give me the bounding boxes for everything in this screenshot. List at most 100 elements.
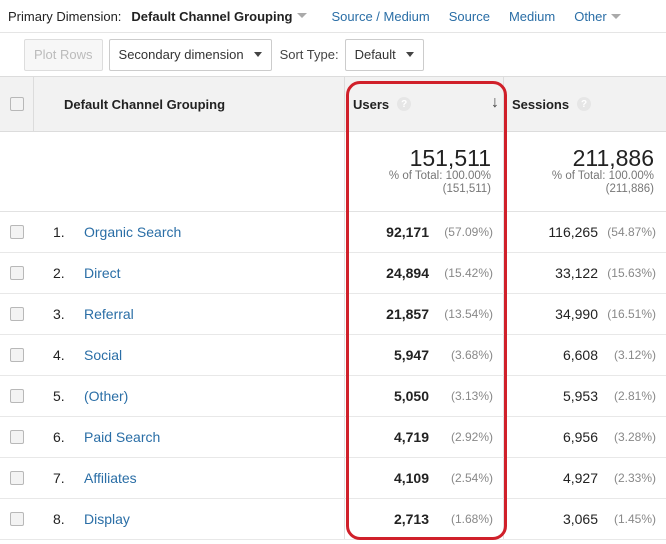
header-sessions-label: Sessions (512, 96, 570, 112)
row-sessions: 4,927 (2.33%) (504, 458, 666, 498)
row-sessions-value: 6,956 (562, 429, 598, 445)
primary-dimension-label: Primary Dimension: (8, 8, 122, 24)
table-row: 4. Social 5,947 (3.68%) 6,608 (3.12%) (0, 335, 666, 376)
row-sessions: 33,122 (15.63%) (504, 253, 666, 293)
totals-users-value: 151,511 (409, 145, 491, 171)
primary-dimension-selected[interactable]: Default Channel Grouping (131, 8, 293, 24)
row-channel-link[interactable]: Direct (68, 253, 345, 293)
chevron-down-icon (405, 52, 414, 57)
row-sessions-value: 33,122 (555, 265, 598, 281)
chevron-down-icon[interactable] (297, 12, 308, 18)
row-users-pct: (3.13%) (450, 389, 493, 403)
row-sessions-pct: (2.81%) (613, 389, 656, 403)
row-users-pct: (2.92%) (450, 430, 493, 444)
sort-type-dropdown[interactable]: Default (344, 38, 424, 71)
row-checkbox[interactable] (10, 471, 24, 485)
row-channel-link[interactable]: (Other) (68, 376, 345, 416)
totals-sessions-abs: (211,886) (605, 183, 654, 195)
row-users-value: 5,050 (393, 388, 429, 404)
row-sessions-pct: (1.45%) (613, 512, 656, 526)
row-checkbox[interactable] (10, 225, 24, 239)
row-sessions: 6,956 (3.28%) (504, 417, 666, 457)
row-index: 3. (53, 306, 65, 322)
table-toolbar: Plot Rows Secondary dimension Sort Type:… (0, 32, 666, 76)
row-channel-link[interactable]: Referral (68, 294, 345, 334)
table-row: 8. Display 2,713 (1.68%) 3,065 (1.45%) (0, 499, 666, 540)
row-checkbox-cell (0, 458, 34, 498)
row-users: 4,109 (2.54%) (345, 458, 504, 498)
row-sessions: 3,065 (1.45%) (504, 499, 666, 539)
row-users-value: 92,171 (386, 224, 429, 240)
row-users: 2,713 (1.68%) (345, 499, 504, 539)
select-all-cell (0, 77, 34, 131)
help-icon[interactable]: ? (577, 97, 592, 111)
row-sessions-pct: (3.12%) (613, 348, 656, 362)
row-sessions: 116,265 (54.87%) (504, 212, 666, 252)
totals-users: 151,511 % of Total: 100.00% (151,511) (345, 132, 504, 211)
primary-dimension-bar: Primary Dimension: Default Channel Group… (0, 0, 666, 32)
row-users-value: 2,713 (393, 511, 429, 527)
row-users-value: 4,719 (393, 429, 429, 445)
data-table: Default Channel Grouping Users ? ↓ Sessi… (0, 76, 666, 540)
totals-sessions: 211,886 % of Total: 100.00% (211,886) (504, 132, 666, 211)
row-index: 7. (53, 470, 65, 486)
row-sessions-value: 3,065 (562, 511, 598, 527)
row-channel-link[interactable]: Social (68, 335, 345, 375)
row-checkbox-cell (0, 253, 34, 293)
table-row: 6. Paid Search 4,719 (2.92%) 6,956 (3.28%) (0, 417, 666, 458)
table-header: Default Channel Grouping Users ? ↓ Sessi… (0, 76, 666, 132)
table-row: 7. Affiliates 4,109 (2.54%) 4,927 (2.33%) (0, 458, 666, 499)
row-users-value: 5,947 (393, 347, 429, 363)
row-users: 4,719 (2.92%) (345, 417, 504, 457)
row-index: 8. (53, 511, 65, 527)
dimension-option-source-medium[interactable]: Source / Medium (331, 8, 430, 24)
sort-type-label: Sort Type: (279, 47, 339, 62)
chevron-down-icon (253, 52, 262, 57)
dimension-option-source[interactable]: Source (448, 8, 490, 24)
row-users-value: 4,109 (393, 470, 429, 486)
row-users: 24,894 (15.42%) (345, 253, 504, 293)
row-checkbox[interactable] (10, 307, 24, 321)
totals-blank (0, 132, 345, 211)
header-users[interactable]: Users ? ↓ (345, 77, 504, 131)
table-row: 3. Referral 21,857 (13.54%) 34,990 (16.51%) (0, 294, 666, 335)
row-users-pct: (3.68%) (450, 348, 493, 362)
row-sessions-value: 34,990 (555, 306, 598, 322)
row-channel-link[interactable]: Display (68, 499, 345, 539)
row-sessions-pct: (3.28%) (613, 430, 656, 444)
select-all-checkbox[interactable] (9, 97, 24, 111)
row-users: 92,171 (57.09%) (345, 212, 504, 252)
row-sessions: 6,608 (3.12%) (504, 335, 666, 375)
row-checkbox-cell (0, 499, 34, 539)
row-sessions-value: 116,265 (548, 224, 598, 240)
dimension-option-medium[interactable]: Medium (508, 8, 556, 24)
row-checkbox-cell (0, 335, 34, 375)
row-checkbox[interactable] (10, 430, 24, 444)
row-users: 5,050 (3.13%) (345, 376, 504, 416)
row-index: 5. (53, 388, 65, 404)
row-sessions: 34,990 (16.51%) (504, 294, 666, 334)
header-sessions[interactable]: Sessions ? (504, 77, 666, 131)
row-checkbox[interactable] (10, 266, 24, 280)
plot-rows-button[interactable]: Plot Rows (24, 38, 103, 71)
row-sessions-pct: (16.51%) (607, 307, 656, 321)
row-checkbox[interactable] (10, 348, 24, 362)
row-checkbox-cell (0, 417, 34, 457)
header-users-label: Users (353, 96, 390, 112)
table-row: 1. Organic Search 92,171 (57.09%) 116,265 (54… (0, 212, 666, 253)
sort-descending-icon[interactable]: ↓ (491, 94, 499, 111)
row-users-pct: (57.09%) (444, 225, 493, 239)
row-checkbox[interactable] (10, 512, 24, 526)
secondary-dimension-dropdown[interactable]: Secondary dimension (108, 38, 272, 71)
totals-sessions-pct: % of Total: 100.00% (551, 170, 654, 182)
row-users-value: 24,894 (386, 265, 429, 281)
row-channel-link[interactable]: Organic Search (68, 212, 345, 252)
chevron-down-icon (610, 13, 621, 19)
header-dimension[interactable]: Default Channel Grouping (34, 77, 345, 131)
row-channel-link[interactable]: Paid Search (68, 417, 345, 457)
row-channel-link[interactable]: Affiliates (68, 458, 345, 498)
row-checkbox[interactable] (10, 389, 24, 403)
row-sessions-pct: (15.63%) (607, 266, 656, 280)
help-icon[interactable]: ? (397, 97, 412, 111)
dimension-option-other[interactable]: Other (574, 9, 621, 24)
